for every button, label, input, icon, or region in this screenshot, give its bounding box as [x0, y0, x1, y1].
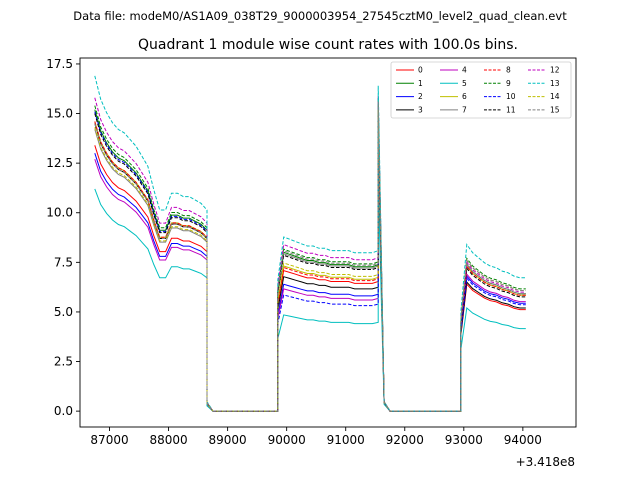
axes-frame [79, 57, 577, 428]
x-tick-label: 94000 [504, 433, 542, 447]
x-tick-label: 88000 [149, 433, 187, 447]
data-file-header: Data file: modeM0/AS1A09_038T29_90000039… [73, 9, 567, 23]
legend-label-3: 3 [418, 105, 423, 114]
chart-title: Quadrant 1 module wise count rates with … [138, 37, 518, 53]
x-tick-label: 90000 [268, 433, 306, 447]
y-tick-label: 15.0 [46, 107, 73, 121]
x-offset-text: +3.418e8 [516, 455, 575, 469]
series-line-15 [94, 101, 526, 412]
legend-label-9: 9 [506, 79, 511, 88]
legend-label-7: 7 [462, 105, 467, 114]
y-tick-label: 0.0 [54, 404, 73, 418]
x-tick-label: 93000 [445, 433, 483, 447]
legend-box [390, 61, 572, 119]
legend-label-5: 5 [462, 79, 467, 88]
x-tick-label: 87000 [90, 433, 128, 447]
legend-label-2: 2 [418, 92, 423, 101]
legend-label-12: 12 [550, 66, 560, 75]
legend-label-14: 14 [550, 92, 560, 101]
legend-label-10: 10 [506, 92, 516, 101]
legend-label-15: 15 [550, 105, 560, 114]
series-line-13 [94, 75, 526, 412]
legend-label-0: 0 [418, 66, 423, 75]
y-tick-label: 5.0 [54, 305, 73, 319]
legend-label-4: 4 [462, 66, 467, 75]
legend-label-11: 11 [506, 105, 516, 114]
y-tick-label: 12.5 [46, 156, 73, 170]
y-tick-label: 17.5 [46, 57, 73, 71]
y-tick-label: 2.5 [54, 355, 73, 369]
plot-area: 87000 88000 89000 90000 91000 92000 93000 94000… [46, 57, 577, 447]
legend-label-13: 13 [550, 79, 560, 88]
x-tick-label: 91000 [327, 433, 365, 447]
y-tick-label: 10.0 [46, 206, 73, 220]
series-line-9 [94, 97, 526, 412]
legend-label-8: 8 [506, 66, 511, 75]
x-tick-label: 89000 [209, 433, 247, 447]
y-tick-label: 7.5 [54, 255, 73, 269]
x-tick-label: 92000 [386, 433, 424, 447]
legend-label-1: 1 [418, 79, 423, 88]
legend-label-6: 6 [462, 92, 467, 101]
